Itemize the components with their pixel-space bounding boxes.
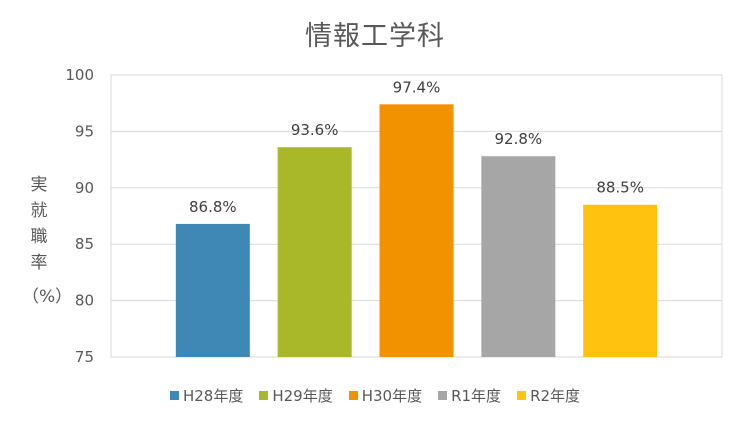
- legend-label: H28年度: [182, 387, 244, 405]
- legend-item: H28年度: [169, 385, 244, 406]
- data-label: 88.5%: [596, 179, 644, 197]
- y-axis-label: 実就職率: [30, 175, 48, 273]
- bar: [481, 156, 556, 357]
- chart-title: 情報工学科: [305, 21, 445, 52]
- bar: [277, 147, 352, 357]
- bar: [175, 223, 250, 357]
- y-tick-label: 100: [65, 66, 94, 84]
- legend-item: H30年度: [348, 385, 423, 406]
- legend-swatch: [348, 391, 358, 400]
- y-tick-label: 80: [75, 292, 94, 310]
- y-tick-label: 90: [75, 179, 94, 197]
- data-label: 93.6%: [291, 121, 339, 139]
- y-tick-label: 85: [75, 235, 94, 253]
- data-label: 97.4%: [393, 78, 441, 96]
- legend-swatch: [517, 391, 527, 400]
- y-tick-label: 95: [75, 122, 94, 140]
- legend-item: H29年度: [259, 385, 333, 406]
- bar: [583, 204, 658, 357]
- legend-swatch: [438, 391, 448, 400]
- legend-label: H30年度: [361, 387, 423, 405]
- legend-label: R1年度: [451, 387, 502, 405]
- y-tick-label: 75: [75, 348, 94, 366]
- legend-label: R2年度: [530, 387, 581, 405]
- data-label: 86.8%: [189, 198, 237, 216]
- legend-swatch: [169, 391, 179, 400]
- legend-item: R1年度: [438, 385, 501, 406]
- bar: [379, 104, 454, 357]
- data-label: 92.8%: [495, 130, 543, 148]
- legend-label: H29年度: [272, 387, 333, 405]
- legend-item: R2年度: [517, 385, 580, 406]
- legend-swatch: [259, 391, 269, 400]
- legend: H28年度 H29年度 H30年度 R1年度 R2年度: [0, 385, 750, 406]
